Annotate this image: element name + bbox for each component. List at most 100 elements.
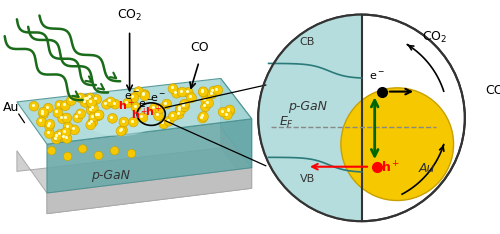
Polygon shape [17, 148, 252, 214]
Circle shape [94, 110, 104, 120]
Circle shape [86, 98, 97, 108]
Circle shape [177, 87, 187, 97]
Circle shape [64, 152, 72, 161]
Circle shape [108, 113, 118, 123]
Circle shape [38, 107, 48, 117]
Polygon shape [220, 127, 252, 188]
Circle shape [89, 112, 99, 122]
Circle shape [53, 108, 63, 118]
Circle shape [58, 114, 68, 124]
Circle shape [134, 87, 143, 96]
Polygon shape [47, 119, 252, 193]
Circle shape [128, 117, 138, 127]
Circle shape [162, 99, 172, 109]
Circle shape [48, 146, 56, 155]
Circle shape [119, 117, 129, 127]
Circle shape [207, 89, 217, 99]
Circle shape [201, 96, 210, 106]
Circle shape [225, 106, 234, 116]
Circle shape [60, 132, 69, 142]
Circle shape [140, 90, 149, 99]
Circle shape [92, 94, 102, 104]
Text: e$^-$: e$^-$ [124, 91, 140, 102]
Circle shape [45, 119, 55, 129]
Circle shape [116, 126, 126, 136]
Polygon shape [258, 15, 362, 221]
Circle shape [155, 104, 164, 114]
Circle shape [88, 103, 99, 113]
Circle shape [204, 98, 214, 108]
Circle shape [164, 116, 174, 126]
Circle shape [106, 97, 116, 107]
Circle shape [198, 113, 207, 123]
Circle shape [209, 86, 218, 96]
Text: CO: CO [190, 41, 210, 54]
Circle shape [60, 101, 70, 110]
Text: p-GaN: p-GaN [92, 169, 130, 182]
Circle shape [62, 134, 72, 143]
Polygon shape [220, 78, 252, 168]
Text: h$^+$: h$^+$ [382, 160, 400, 175]
Text: h$^+$: h$^+$ [144, 104, 162, 119]
Circle shape [29, 101, 39, 111]
Circle shape [150, 103, 160, 113]
Circle shape [78, 145, 87, 153]
Text: CO$_2$: CO$_2$ [422, 30, 448, 45]
Circle shape [62, 113, 72, 123]
Circle shape [52, 134, 62, 144]
Text: $E_F$: $E_F$ [279, 115, 294, 130]
Circle shape [200, 102, 210, 112]
Circle shape [140, 91, 150, 101]
Circle shape [80, 98, 90, 107]
Circle shape [168, 84, 178, 94]
Circle shape [222, 110, 232, 120]
Circle shape [76, 93, 86, 103]
Polygon shape [17, 78, 252, 144]
Circle shape [110, 146, 119, 155]
Text: h$^+$: h$^+$ [132, 107, 148, 122]
Circle shape [56, 129, 66, 139]
Circle shape [55, 100, 64, 110]
Text: e$^-$: e$^-$ [138, 99, 154, 110]
Text: CO$_2$: CO$_2$ [117, 8, 142, 23]
Circle shape [61, 128, 70, 137]
Text: e$^-$: e$^-$ [369, 71, 385, 82]
Circle shape [84, 95, 94, 105]
Text: h$^+$: h$^+$ [118, 98, 136, 113]
Circle shape [172, 88, 181, 98]
Circle shape [154, 111, 164, 121]
Circle shape [218, 107, 228, 117]
Circle shape [175, 104, 185, 114]
Circle shape [110, 99, 120, 109]
Circle shape [70, 125, 80, 135]
Circle shape [127, 149, 136, 158]
Polygon shape [47, 168, 252, 214]
Text: p-GaN: p-GaN [288, 100, 327, 113]
Ellipse shape [80, 91, 160, 136]
Circle shape [44, 103, 53, 113]
Circle shape [52, 132, 62, 141]
Circle shape [66, 96, 76, 106]
Circle shape [73, 113, 83, 123]
Circle shape [63, 122, 73, 132]
Circle shape [86, 120, 96, 130]
Circle shape [76, 109, 86, 119]
Circle shape [213, 85, 222, 95]
Circle shape [258, 15, 465, 221]
Circle shape [341, 88, 454, 201]
Text: CB: CB [300, 37, 315, 47]
Text: e$^-$: e$^-$ [150, 93, 166, 104]
Circle shape [184, 88, 193, 97]
Circle shape [44, 129, 54, 138]
Circle shape [118, 125, 128, 135]
Text: Au: Au [419, 162, 436, 175]
Circle shape [131, 102, 141, 112]
Circle shape [138, 113, 147, 122]
Circle shape [198, 87, 208, 97]
Circle shape [123, 98, 132, 108]
Circle shape [180, 102, 190, 112]
Circle shape [102, 99, 112, 109]
Circle shape [81, 95, 91, 105]
Text: Au: Au [3, 101, 19, 114]
Circle shape [36, 117, 46, 127]
